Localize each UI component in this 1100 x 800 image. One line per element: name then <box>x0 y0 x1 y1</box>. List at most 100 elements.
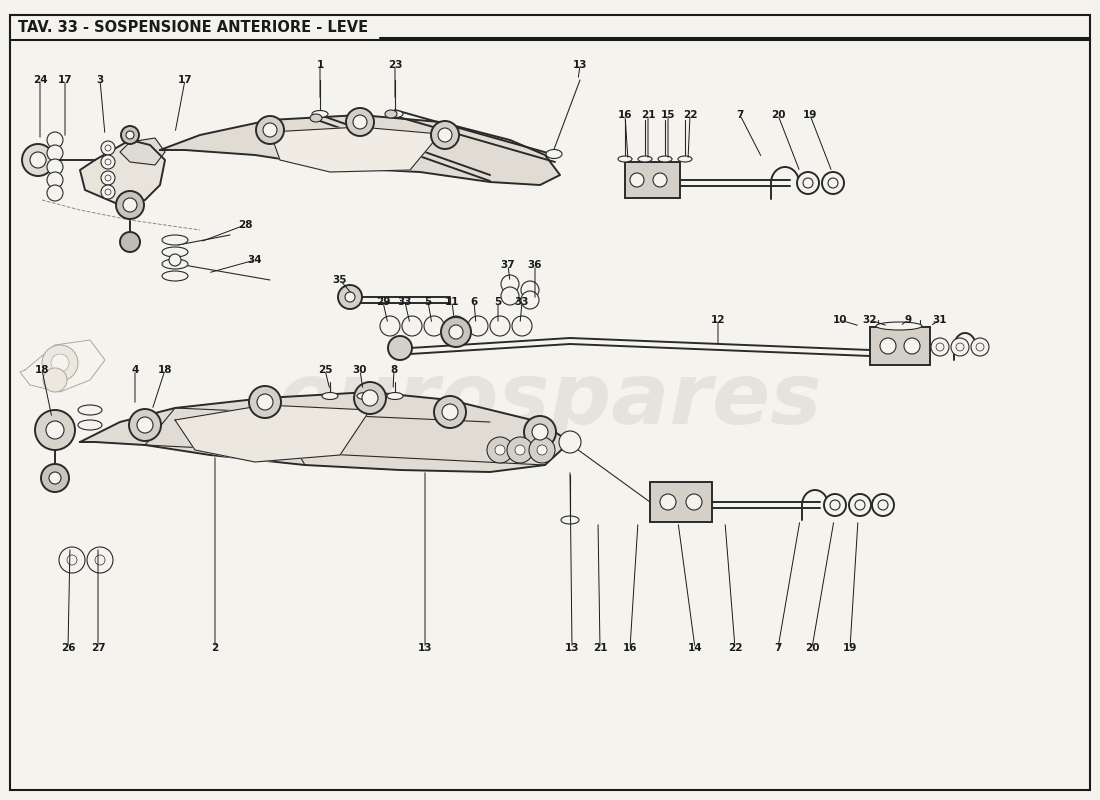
Circle shape <box>35 410 75 450</box>
Text: 7: 7 <box>774 643 782 653</box>
Text: 5: 5 <box>494 297 502 307</box>
Text: eurospares: eurospares <box>277 358 823 442</box>
Circle shape <box>524 416 556 448</box>
Circle shape <box>51 354 69 372</box>
Circle shape <box>952 338 969 356</box>
Ellipse shape <box>78 420 102 430</box>
Text: 9: 9 <box>904 315 912 325</box>
Text: 32: 32 <box>862 315 878 325</box>
Circle shape <box>379 316 400 336</box>
Text: 13: 13 <box>573 60 587 70</box>
Circle shape <box>42 345 78 381</box>
Ellipse shape <box>162 271 188 281</box>
Text: 19: 19 <box>803 110 817 120</box>
Ellipse shape <box>322 393 338 399</box>
Ellipse shape <box>387 110 403 118</box>
Circle shape <box>129 409 161 441</box>
Text: 10: 10 <box>833 315 847 325</box>
Text: 14: 14 <box>688 643 702 653</box>
Circle shape <box>263 123 277 137</box>
Circle shape <box>30 152 46 168</box>
Circle shape <box>362 390 378 406</box>
Circle shape <box>257 394 273 410</box>
Circle shape <box>434 396 466 428</box>
Circle shape <box>971 338 989 356</box>
Circle shape <box>338 285 362 309</box>
Text: 16: 16 <box>618 110 632 120</box>
Circle shape <box>521 291 539 309</box>
Circle shape <box>828 178 838 188</box>
Ellipse shape <box>678 156 692 162</box>
Circle shape <box>346 108 374 136</box>
Circle shape <box>121 126 139 144</box>
Text: 6: 6 <box>471 297 477 307</box>
Circle shape <box>123 198 138 212</box>
Text: 19: 19 <box>843 643 857 653</box>
Text: 11: 11 <box>444 297 460 307</box>
Circle shape <box>47 132 63 148</box>
Circle shape <box>41 464 69 492</box>
Circle shape <box>116 191 144 219</box>
Circle shape <box>956 343 964 351</box>
Circle shape <box>468 316 488 336</box>
Circle shape <box>104 145 111 151</box>
Text: 29: 29 <box>376 297 390 307</box>
Circle shape <box>104 175 111 181</box>
Text: 35: 35 <box>332 275 348 285</box>
Ellipse shape <box>876 322 922 330</box>
Text: 1: 1 <box>317 60 323 70</box>
Circle shape <box>495 445 505 455</box>
Text: 17: 17 <box>57 75 73 85</box>
Bar <box>625 162 680 198</box>
Circle shape <box>169 254 182 266</box>
Circle shape <box>660 494 676 510</box>
Circle shape <box>500 275 519 293</box>
Circle shape <box>67 555 77 565</box>
Ellipse shape <box>312 110 328 118</box>
Text: 20: 20 <box>771 110 785 120</box>
Text: 15: 15 <box>661 110 675 120</box>
Circle shape <box>59 547 85 573</box>
Ellipse shape <box>162 235 188 245</box>
Circle shape <box>880 338 896 354</box>
Bar <box>650 482 712 522</box>
Text: 34: 34 <box>248 255 262 265</box>
Text: 22: 22 <box>683 110 697 120</box>
Circle shape <box>126 131 134 139</box>
Text: 25: 25 <box>318 365 332 375</box>
Text: 33: 33 <box>515 297 529 307</box>
Text: 21: 21 <box>593 643 607 653</box>
Text: 31: 31 <box>933 315 947 325</box>
Circle shape <box>798 172 820 194</box>
Circle shape <box>104 189 111 195</box>
Circle shape <box>101 171 116 185</box>
Circle shape <box>686 494 702 510</box>
Ellipse shape <box>561 516 579 524</box>
Text: 3: 3 <box>97 75 103 85</box>
Text: 30: 30 <box>353 365 367 375</box>
Circle shape <box>431 121 459 149</box>
Text: 13: 13 <box>564 643 580 653</box>
Circle shape <box>872 494 894 516</box>
Circle shape <box>101 185 116 199</box>
Text: 18: 18 <box>157 365 173 375</box>
Circle shape <box>345 292 355 302</box>
Text: 33: 33 <box>398 297 412 307</box>
Polygon shape <box>270 127 440 172</box>
Circle shape <box>256 116 284 144</box>
Text: 2: 2 <box>211 643 219 653</box>
Circle shape <box>101 155 116 169</box>
Circle shape <box>904 338 920 354</box>
Circle shape <box>537 445 547 455</box>
Circle shape <box>101 141 116 155</box>
Circle shape <box>529 437 556 463</box>
Bar <box>870 327 930 365</box>
Circle shape <box>120 232 140 252</box>
Circle shape <box>830 500 840 510</box>
Ellipse shape <box>358 393 373 399</box>
Circle shape <box>500 287 519 305</box>
Polygon shape <box>160 115 560 185</box>
Circle shape <box>855 500 865 510</box>
Circle shape <box>490 316 510 336</box>
Circle shape <box>388 336 412 360</box>
